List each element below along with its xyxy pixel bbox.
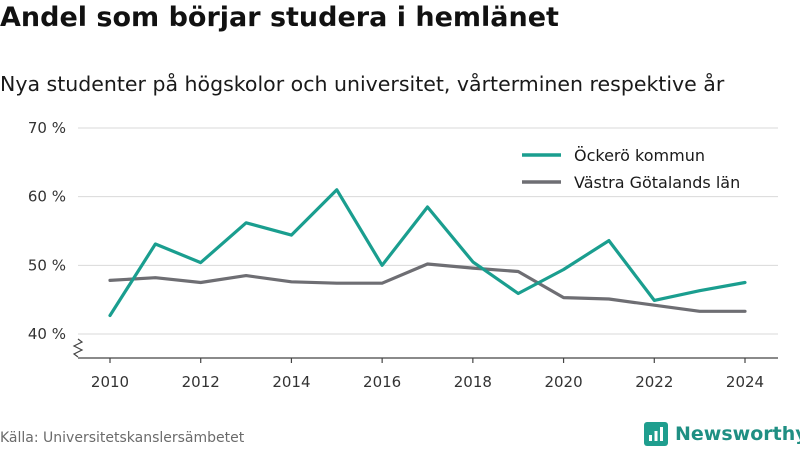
- chart-subtitle: Nya studenter på högskolor och universit…: [0, 72, 725, 96]
- y-axis-tick-labels: 40 % 50 % 60 % 70 %: [28, 119, 66, 343]
- brand-name: Newsworthy: [675, 423, 800, 445]
- x-tick-label: 2024: [726, 373, 764, 391]
- x-tick-label: 2018: [454, 373, 492, 391]
- legend-background: [512, 140, 778, 196]
- y-tick-label: 50 %: [28, 256, 66, 274]
- legend: Öckerö kommun Västra Götalands län: [512, 140, 778, 196]
- y-tick-label: 60 %: [28, 188, 66, 206]
- legend-label: Öckerö kommun: [574, 146, 705, 165]
- x-tick-label: 2010: [91, 373, 129, 391]
- series-line: [108, 188, 747, 318]
- x-axis: 2010 2012 2014 2016 2018 2020 2022 2024: [72, 338, 778, 391]
- y-tick-label: 40 %: [28, 325, 66, 343]
- y-axis-break-icon: [72, 338, 84, 358]
- series-lines: [108, 188, 747, 318]
- x-tick-label: 2012: [182, 373, 220, 391]
- brand-logo-group: Newsworthy: [644, 420, 800, 448]
- x-tick-label: 2016: [363, 373, 401, 391]
- x-tick-label: 2022: [635, 373, 673, 391]
- series-line: [108, 262, 747, 313]
- x-tick-label: 2020: [544, 373, 582, 391]
- y-tick-label: 70 %: [28, 119, 66, 137]
- x-tick-label: 2014: [272, 373, 310, 391]
- newsworthy-logo-icon: [644, 422, 668, 446]
- source-note: Källa: Universitetskanslersämbetet: [0, 430, 245, 446]
- gridlines: [78, 127, 778, 335]
- legend-label: Västra Götalands län: [574, 173, 740, 192]
- chart-title: Andel som börjar studera i hemlänet: [0, 2, 559, 33]
